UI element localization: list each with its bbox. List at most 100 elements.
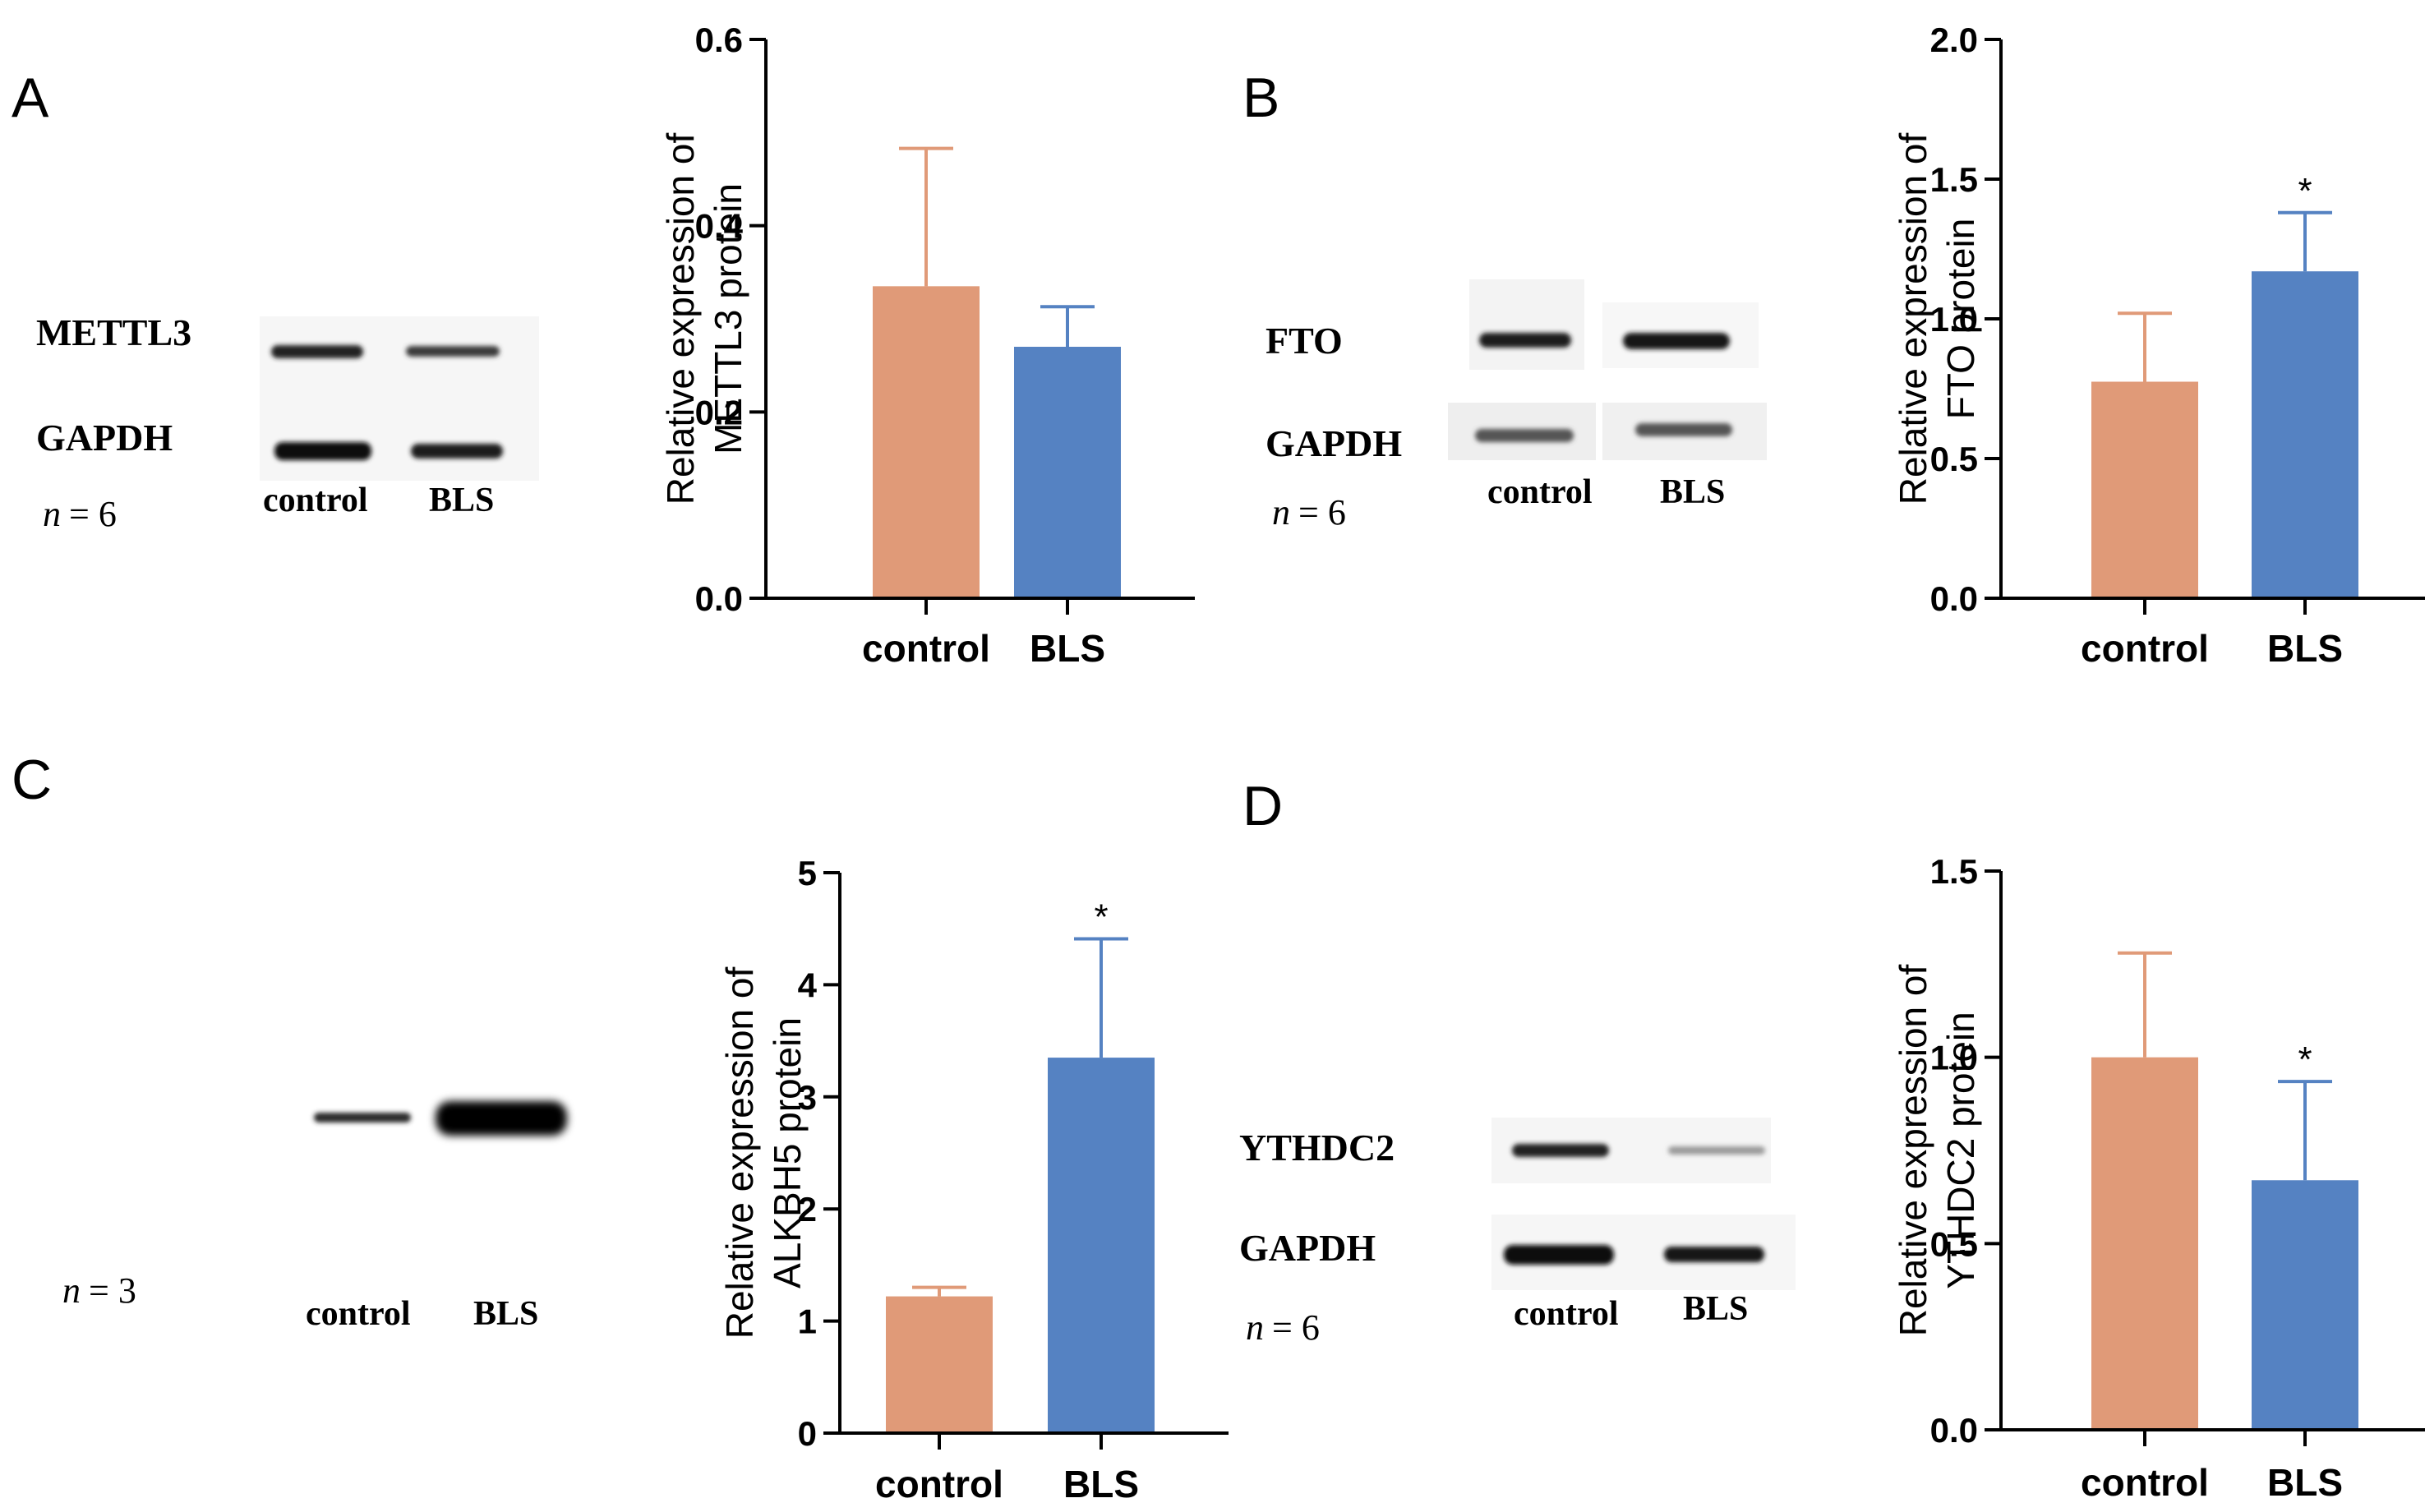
y-tick-label: 0.0 bbox=[1930, 579, 1978, 618]
y-axis-label-line2: ALKBH5 protein bbox=[766, 1017, 809, 1288]
band-c-control bbox=[314, 1113, 411, 1122]
panel-letter-a: A bbox=[12, 67, 49, 129]
category-label-control: control bbox=[2081, 1461, 2209, 1504]
band-a-gapdh-bls bbox=[411, 444, 503, 459]
band-d-gapdh-control bbox=[1504, 1245, 1614, 1265]
blot-protein-label-d: YTHDC2 bbox=[1239, 1127, 1395, 1169]
n-symbol-d: n bbox=[1246, 1307, 1264, 1348]
panel-letter-d: D bbox=[1242, 775, 1283, 837]
bar-bls bbox=[1014, 347, 1121, 598]
y-tick-label: 0.5 bbox=[1930, 1224, 1978, 1263]
significance-marker-bls: * bbox=[1094, 897, 1108, 937]
bar-control bbox=[2091, 381, 2198, 598]
blot-panel-b: B FTO GAPDH n = 6 control BLS bbox=[1242, 67, 1767, 532]
bar-bls bbox=[2252, 1180, 2358, 1430]
y-axis-label: Relative expression of METTL3 protein bbox=[659, 133, 749, 505]
y-axis-label: Relative expression of ALKBH5 protein bbox=[718, 967, 809, 1339]
bar-control bbox=[886, 1296, 993, 1433]
category-label-bls: BLS bbox=[2267, 1461, 2343, 1504]
lane-label-a-bls: BLS bbox=[429, 482, 494, 519]
category-label-bls: BLS bbox=[1063, 1463, 1139, 1505]
n-label-a: n = 6 bbox=[43, 494, 117, 534]
n-label-b: n = 6 bbox=[1272, 492, 1346, 532]
n-value-b: = 6 bbox=[1298, 492, 1346, 532]
blot-loading-label-d: GAPDH bbox=[1239, 1227, 1376, 1269]
blot-loading-label-a: GAPDH bbox=[36, 417, 173, 459]
category-label-control: control bbox=[875, 1463, 1003, 1505]
y-axis-label-line2: METTL3 protein bbox=[707, 183, 749, 454]
category-label-control: control bbox=[862, 627, 990, 670]
y-axis-label-line1: Relative expression of bbox=[718, 967, 761, 1339]
y-tick-label: 1.5 bbox=[1930, 852, 1978, 891]
lane-label-d-bls: BLS bbox=[1683, 1290, 1748, 1328]
y-tick-label: 0.2 bbox=[695, 393, 743, 431]
n-label-c: n = 3 bbox=[62, 1270, 136, 1311]
blot-protein-label-a: METTL3 bbox=[36, 311, 191, 353]
n-label-d: n = 6 bbox=[1246, 1307, 1320, 1348]
y-tick-label: 1.5 bbox=[1930, 160, 1978, 199]
n-value-a: = 6 bbox=[69, 494, 117, 534]
y-axis-label-line1: Relative expression of bbox=[1892, 133, 1934, 505]
band-a-gapdh-control bbox=[274, 442, 371, 460]
lane-label-d-control: control bbox=[1514, 1295, 1619, 1333]
lane-label-b-control: control bbox=[1487, 473, 1593, 511]
y-tick-label: 0.0 bbox=[695, 579, 743, 618]
y-axis-label-line2: FTO protein bbox=[1939, 219, 1982, 420]
y-tick-label: 2.0 bbox=[1930, 21, 1978, 59]
y-tick-label: 0 bbox=[798, 1414, 817, 1453]
band-b-protein-bls bbox=[1623, 333, 1730, 349]
blot-loading-label-b: GAPDH bbox=[1266, 422, 1402, 464]
blot-bands-a bbox=[271, 345, 503, 460]
y-tick-label: 0.0 bbox=[1930, 1411, 1978, 1450]
n-symbol-a: n bbox=[43, 494, 61, 534]
band-b-protein-control bbox=[1479, 333, 1571, 348]
band-d-gapdh-bls bbox=[1664, 1247, 1764, 1262]
band-a-protein-bls bbox=[406, 346, 500, 357]
n-value-c: = 3 bbox=[89, 1270, 136, 1311]
blot-bands-b bbox=[1475, 333, 1732, 442]
y-tick-label: 1.0 bbox=[1930, 300, 1978, 339]
lane-label-a-control: control bbox=[263, 482, 368, 519]
y-axis-label-line1: Relative expression of bbox=[659, 133, 702, 505]
blot-membrane-b-1 bbox=[1469, 279, 1584, 370]
n-symbol-c: n bbox=[62, 1270, 81, 1311]
bar-bls bbox=[1048, 1058, 1155, 1433]
bar-control bbox=[873, 286, 980, 598]
n-value-d: = 6 bbox=[1272, 1307, 1320, 1348]
n-symbol-b: n bbox=[1272, 492, 1290, 532]
blot-bands-d bbox=[1504, 1144, 1765, 1265]
category-label-bls: BLS bbox=[1030, 627, 1105, 670]
blot-panel-a: A METTL3 GAPDH n = 6 control BLS bbox=[12, 67, 539, 534]
bar-chart-d: control * BLS 0.0 0.5 1.0 1.5 Relative expressi… bbox=[1892, 852, 2425, 1504]
y-tick-label: 4 bbox=[798, 966, 818, 1004]
y-tick-label: 2 bbox=[798, 1190, 817, 1228]
y-tick-label: 0.4 bbox=[695, 207, 744, 246]
blot-protein-label-b: FTO bbox=[1266, 320, 1343, 362]
significance-marker-bls: * bbox=[2298, 171, 2312, 211]
band-c-bls bbox=[436, 1101, 567, 1136]
band-b-gapdh-bls bbox=[1635, 423, 1732, 436]
band-d-protein-bls bbox=[1668, 1146, 1765, 1155]
y-tick-label: 1.0 bbox=[1930, 1039, 1978, 1077]
panel-letter-b: B bbox=[1242, 67, 1279, 129]
band-b-gapdh-control bbox=[1475, 429, 1574, 442]
lane-label-c-bls: BLS bbox=[473, 1295, 538, 1333]
blot-panel-c: C n = 3 control BLS bbox=[12, 749, 567, 1333]
y-axis-label-line1: Relative expression of bbox=[1892, 965, 1934, 1337]
lane-label-c-control: control bbox=[306, 1295, 411, 1333]
category-label-control: control bbox=[2081, 627, 2209, 670]
band-a-protein-control bbox=[271, 345, 363, 358]
blot-panel-d: D YTHDC2 GAPDH n = 6 control BLS bbox=[1239, 775, 1796, 1348]
y-tick-label: 5 bbox=[798, 854, 817, 892]
y-axis-label: Relative expression of YTHDC2 protein bbox=[1892, 965, 1982, 1337]
lane-label-b-bls: BLS bbox=[1660, 473, 1725, 511]
bar-control bbox=[2091, 1057, 2198, 1430]
blot-bands-c bbox=[314, 1101, 567, 1136]
band-d-protein-control bbox=[1512, 1144, 1609, 1157]
bar-chart-a: control BLS 0.0 0.2 0.4 0.6 Relative expressio… bbox=[659, 21, 1195, 670]
category-label-bls: BLS bbox=[2267, 627, 2343, 670]
bar-bls bbox=[2252, 271, 2358, 598]
bar-chart-c: control * BLS 0 1 2 3 4 5 Relative expression of A… bbox=[718, 854, 1229, 1505]
y-axis-label: Relative expression of FTO protein bbox=[1892, 133, 1982, 505]
